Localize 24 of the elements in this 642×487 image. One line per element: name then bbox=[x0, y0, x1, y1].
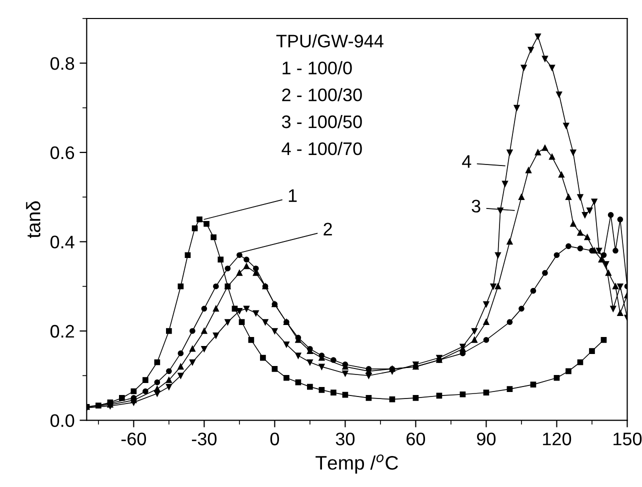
y-tick-label: 0.0 bbox=[50, 414, 74, 427]
x-tick-label: 90 bbox=[477, 432, 496, 446]
x-tick-label: 60 bbox=[406, 432, 426, 446]
x-tick-label: 150 bbox=[614, 432, 642, 446]
annotation: 1 - 100/0 bbox=[282, 61, 352, 74]
y-tick-label: 0.2 bbox=[50, 324, 74, 338]
annotation: 4 bbox=[462, 155, 472, 168]
y-tick-label: 0.6 bbox=[50, 146, 74, 160]
annotation: 4 - 100/70 bbox=[282, 142, 362, 156]
annotation: 1 bbox=[288, 189, 297, 202]
x-tick-label: 30 bbox=[336, 432, 355, 446]
x-tick-label: -60 bbox=[121, 432, 146, 446]
annotation: TPU/GW-944 bbox=[276, 34, 384, 48]
x-axis-title: Temp /$^{o}$C bbox=[316, 454, 398, 474]
y-tick-label: 0.4 bbox=[50, 236, 74, 248]
annotation: 3 bbox=[472, 200, 480, 213]
y-tick-label: 0.8 bbox=[50, 57, 74, 70]
x-tick-label: 120 bbox=[543, 432, 572, 446]
annotation: 2 bbox=[324, 222, 332, 236]
x-tick-label: -30 bbox=[192, 432, 217, 446]
x-tick-label: 0 bbox=[270, 432, 280, 446]
y-axis-title: tanδ bbox=[26, 201, 40, 238]
annotation: 3 - 100/50 bbox=[282, 114, 362, 128]
annotation: 2 - 100/30 bbox=[282, 88, 362, 102]
